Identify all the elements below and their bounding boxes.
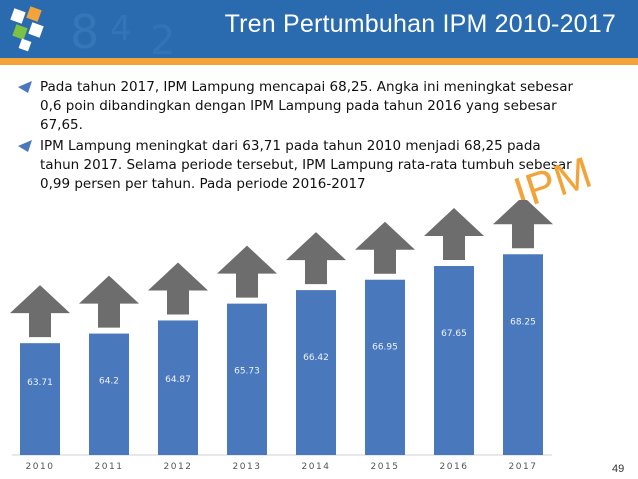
- x-tick-label: 2012: [164, 462, 193, 472]
- up-arrow-icon: [148, 262, 208, 315]
- header-decoration: 8 4 2: [70, 5, 175, 58]
- bullet-list: Pada tahun 2017, IPM Lampung mencapai 68…: [18, 78, 578, 196]
- arrow-bullet-icon: [18, 140, 32, 152]
- header-bar: 8 4 2 Tren Pertumbuhan IPM 2010-2017: [0, 0, 638, 58]
- up-arrow-icon: [79, 275, 139, 328]
- x-tick-label: 2016: [440, 462, 469, 472]
- page-number: 49: [612, 463, 625, 475]
- bps-logo-icon: [10, 6, 44, 52]
- data-label: 68.25: [510, 317, 536, 327]
- bar-2016: [434, 266, 474, 455]
- up-arrow-icon: [10, 285, 70, 338]
- bar-2017: [503, 254, 543, 455]
- bar-2011: [89, 333, 129, 455]
- svg-text:8: 8: [70, 5, 99, 58]
- up-arrow-icon: [217, 245, 277, 298]
- x-tick-label: 2014: [302, 462, 331, 472]
- up-arrow-icon: [493, 200, 553, 249]
- svg-text:4: 4: [110, 9, 132, 49]
- svg-text:2: 2: [150, 18, 175, 58]
- x-tick-label: 2017: [509, 462, 538, 472]
- bar-2010: [20, 343, 60, 455]
- data-label: 65.73: [234, 367, 260, 377]
- up-arrow-icon: [424, 208, 484, 261]
- x-tick-label: 2010: [26, 462, 55, 472]
- data-label: 63.71: [27, 378, 53, 388]
- bullet-item: Pada tahun 2017, IPM Lampung mencapai 68…: [18, 78, 578, 135]
- bar-2015: [365, 279, 405, 455]
- up-arrow-icon: [286, 232, 346, 285]
- bar-2014: [296, 290, 336, 455]
- title-underline: [0, 58, 638, 65]
- data-label: 64.87: [165, 375, 191, 385]
- ipm-bar-chart: 63.71 2010 64.2 2011 64.87 2012 65.73 2013 66.42…: [10, 200, 553, 472]
- data-label: 67.65: [441, 329, 467, 339]
- up-arrow-icon: [355, 221, 415, 274]
- bullet-item: IPM Lampung meningkat dari 63,71 pada ta…: [18, 137, 578, 194]
- bullet-text: Pada tahun 2017, IPM Lampung mencapai 68…: [40, 79, 574, 133]
- data-label: 64.2: [99, 377, 119, 387]
- data-label: 66.42: [303, 353, 329, 363]
- x-tick-label: 2011: [95, 462, 124, 472]
- arrow-bullet-icon: [18, 81, 32, 93]
- x-tick-label: 2015: [371, 462, 400, 472]
- data-label: 66.95: [372, 343, 398, 353]
- bar-2012: [158, 320, 198, 455]
- bullet-text: IPM Lampung meningkat dari 63,71 pada ta…: [40, 138, 572, 192]
- bar-2013: [227, 303, 267, 455]
- x-tick-label: 2013: [233, 462, 262, 472]
- page-title: Tren Pertumbuhan IPM 2010-2017: [224, 10, 616, 38]
